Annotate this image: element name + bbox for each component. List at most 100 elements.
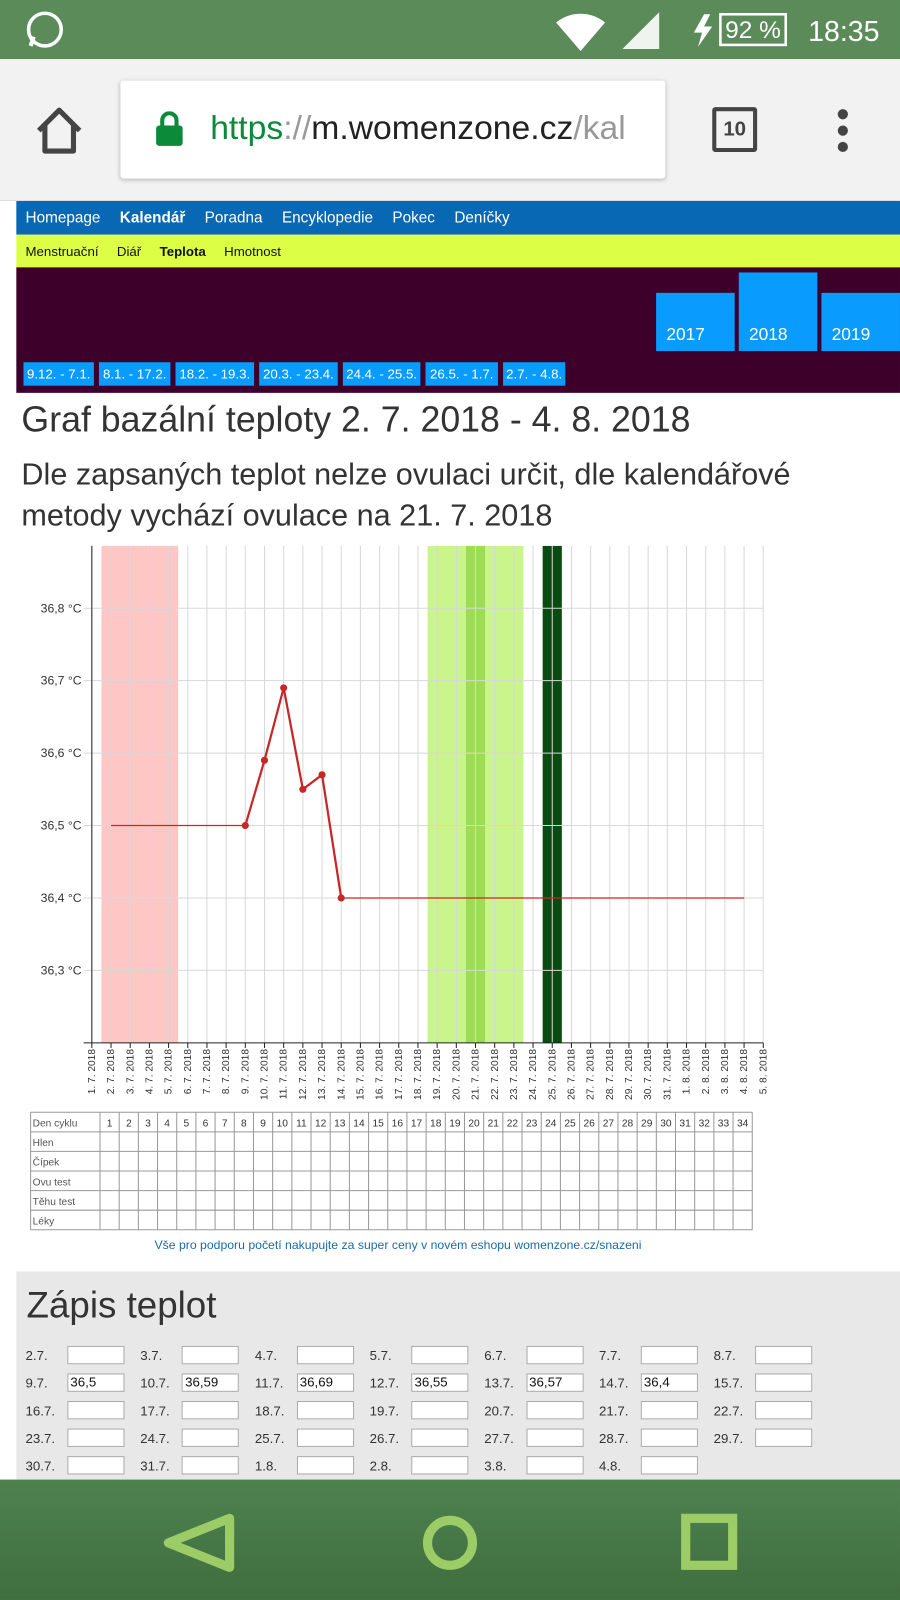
cycle-day: 11 — [296, 1119, 307, 1130]
entry-input[interactable]: 36,69 — [296, 1373, 354, 1392]
entry-input[interactable]: 36,57 — [526, 1373, 584, 1392]
entry-input[interactable] — [296, 1428, 354, 1447]
entry-input[interactable] — [755, 1373, 813, 1392]
range-button[interactable]: 2.7. - 4.8. — [503, 362, 566, 386]
x-tick-label: 4. 7. 2018 — [144, 1049, 155, 1095]
entry-input[interactable] — [640, 1401, 698, 1420]
subnav-item[interactable]: Diář — [116, 243, 142, 259]
entry-input[interactable] — [182, 1428, 240, 1447]
year-tab[interactable]: 2019 — [821, 292, 900, 352]
x-tick-label: 19. 7. 2018 — [432, 1049, 443, 1100]
cycle-day: 10 — [277, 1119, 289, 1130]
entry-input[interactable]: 36,4 — [640, 1373, 698, 1392]
entry-input[interactable] — [67, 1428, 125, 1447]
range-button[interactable]: 24.4. - 25.5. — [342, 362, 421, 386]
cycle-day: 16 — [392, 1119, 404, 1130]
table-row-label: Den cyklu — [33, 1119, 78, 1130]
entry-date: 1.8. — [254, 1458, 278, 1474]
entry-input[interactable] — [67, 1345, 125, 1365]
shop-link[interactable]: Vše pro podporu početí nakupujte za supe… — [154, 1238, 641, 1252]
range-button[interactable]: 8.1. - 17.2. — [98, 362, 171, 386]
entry-input[interactable]: 36,5 — [67, 1373, 125, 1392]
entry-input[interactable]: 36,59 — [182, 1373, 240, 1392]
subnav-item[interactable]: Hmotnost — [224, 243, 281, 259]
tabs-button[interactable]: 10 — [712, 107, 758, 153]
range-button[interactable]: 18.2. - 19.3. — [175, 362, 255, 386]
entry-input[interactable]: 36,55 — [411, 1373, 469, 1392]
nav-item[interactable]: Deníčky — [454, 209, 510, 227]
url-host: m.womenzone.cz — [311, 108, 574, 146]
entry-date: 3.8. — [484, 1458, 507, 1474]
x-tick-label: 2. 8. 2018 — [701, 1049, 712, 1095]
entry-input[interactable] — [182, 1401, 240, 1420]
entry-input[interactable] — [526, 1428, 584, 1447]
nav-item[interactable]: Pokec — [392, 209, 435, 227]
entry-input[interactable] — [67, 1401, 125, 1420]
entry-date: 20.7. — [484, 1403, 514, 1419]
nav-item[interactable]: Homepage — [25, 209, 101, 227]
cycle-day: 18 — [430, 1119, 442, 1130]
x-tick-label: 17. 7. 2018 — [394, 1049, 405, 1100]
menu-button[interactable] — [829, 108, 858, 153]
entry-input[interactable] — [640, 1345, 698, 1365]
home-button[interactable] — [31, 100, 92, 161]
measured-point — [337, 894, 345, 902]
range-button[interactable]: 20.3. - 23.4. — [259, 362, 338, 386]
cycle-day: 3 — [145, 1119, 151, 1130]
x-tick-label: 6. 7. 2018 — [183, 1049, 194, 1095]
entry-date: 4.8. — [598, 1458, 622, 1474]
entry-input[interactable] — [182, 1345, 240, 1365]
entry-input[interactable] — [67, 1456, 125, 1475]
entry-input[interactable] — [296, 1345, 354, 1365]
entry-date: 13.7. — [484, 1375, 514, 1391]
cycle-day: 34 — [737, 1119, 749, 1130]
entry-date: 4.7. — [254, 1347, 278, 1364]
entry-input[interactable] — [526, 1456, 584, 1475]
entry-input[interactable] — [640, 1456, 698, 1475]
entry-date: 28.7. — [598, 1430, 629, 1446]
subnav-item[interactable]: Teplota — [159, 243, 206, 259]
entry-input[interactable] — [296, 1401, 354, 1420]
entry-input[interactable] — [411, 1428, 469, 1447]
entry-input[interactable] — [296, 1456, 354, 1475]
subnav-item[interactable]: Menstruační — [25, 243, 99, 259]
entry-input[interactable] — [526, 1401, 584, 1420]
x-tick-label: 23. 7. 2018 — [509, 1049, 520, 1100]
back-button[interactable] — [163, 1513, 235, 1572]
nav-item[interactable]: Poradna — [204, 209, 263, 227]
nav-item[interactable]: Kalendář — [119, 209, 186, 227]
entry-input[interactable] — [411, 1456, 469, 1475]
url-box[interactable]: https://m.womenzone.cz/kal — [120, 80, 666, 179]
home-nav-button[interactable] — [422, 1515, 478, 1570]
year-tab[interactable]: 2018 — [738, 272, 818, 352]
clock: 18:35 — [808, 16, 879, 48]
entry-input[interactable] — [182, 1456, 240, 1475]
x-tick-label: 26. 7. 2018 — [566, 1049, 577, 1100]
cycle-day: 27 — [603, 1119, 615, 1130]
table-row-label: Těhu test — [33, 1197, 76, 1208]
measured-point — [299, 785, 307, 793]
year-tab[interactable]: 2017 — [656, 292, 735, 352]
entry-input[interactable] — [755, 1345, 813, 1365]
url-text: https://m.womenzone.cz/kal — [210, 108, 625, 147]
x-tick-label: 25. 7. 2018 — [547, 1049, 558, 1100]
nav-item[interactable]: Encyklopedie — [281, 209, 374, 227]
temperature-line — [111, 687, 745, 899]
measured-point — [280, 684, 288, 692]
entry-input[interactable] — [640, 1428, 698, 1447]
range-button[interactable]: 9.12. - 7.1. — [23, 362, 94, 386]
entry-input[interactable] — [526, 1345, 584, 1365]
entry-input[interactable] — [411, 1345, 469, 1365]
entry-date: 7.7. — [598, 1347, 622, 1364]
whatsapp-icon — [26, 11, 64, 48]
entry-date: 15.7. — [713, 1375, 744, 1391]
range-button[interactable]: 26.5. - 1.7. — [425, 362, 498, 386]
recents-button[interactable] — [681, 1513, 738, 1570]
entry-input[interactable] — [411, 1401, 469, 1420]
entry-input[interactable] — [755, 1401, 813, 1420]
entry-date: 9.7. — [25, 1375, 48, 1391]
entry-input[interactable] — [755, 1428, 813, 1447]
system-nav — [0, 1479, 900, 1600]
